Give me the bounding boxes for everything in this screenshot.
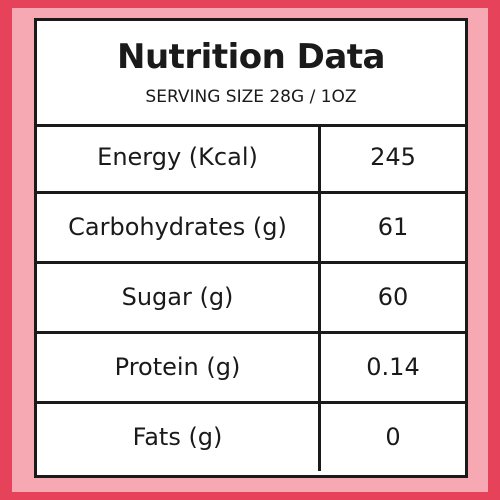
table-row: Carbohydrates (g) 61 [37, 194, 465, 264]
header: Nutrition Data SERVING SIZE 28G / 1OZ [37, 21, 465, 127]
subtitle: SERVING SIZE 28G / 1OZ [145, 87, 357, 107]
title: Nutrition Data [116, 37, 386, 77]
nutrient-label: Carbohydrates (g) [37, 194, 321, 261]
nutrient-label: Fats (g) [37, 404, 321, 471]
nutrient-label: Sugar (g) [37, 264, 321, 331]
table-row: Fats (g) 0 [37, 404, 465, 474]
nutrition-card: Nutrition Data SERVING SIZE 28G / 1OZ En… [34, 18, 468, 478]
nutrient-value: 0 [385, 423, 401, 451]
table-row: Energy (Kcal) 245 [37, 124, 465, 194]
nutrient-label: Energy (Kcal) [37, 124, 321, 191]
nutrient-value: 0.14 [366, 353, 420, 381]
nutrient-value: 245 [370, 143, 416, 171]
table-row: Protein (g) 0.14 [37, 334, 465, 404]
table-row: Sugar (g) 60 [37, 264, 465, 334]
nutrient-value: 61 [377, 213, 409, 241]
nutrient-value: 60 [377, 283, 409, 311]
nutrient-label: Protein (g) [37, 334, 321, 401]
